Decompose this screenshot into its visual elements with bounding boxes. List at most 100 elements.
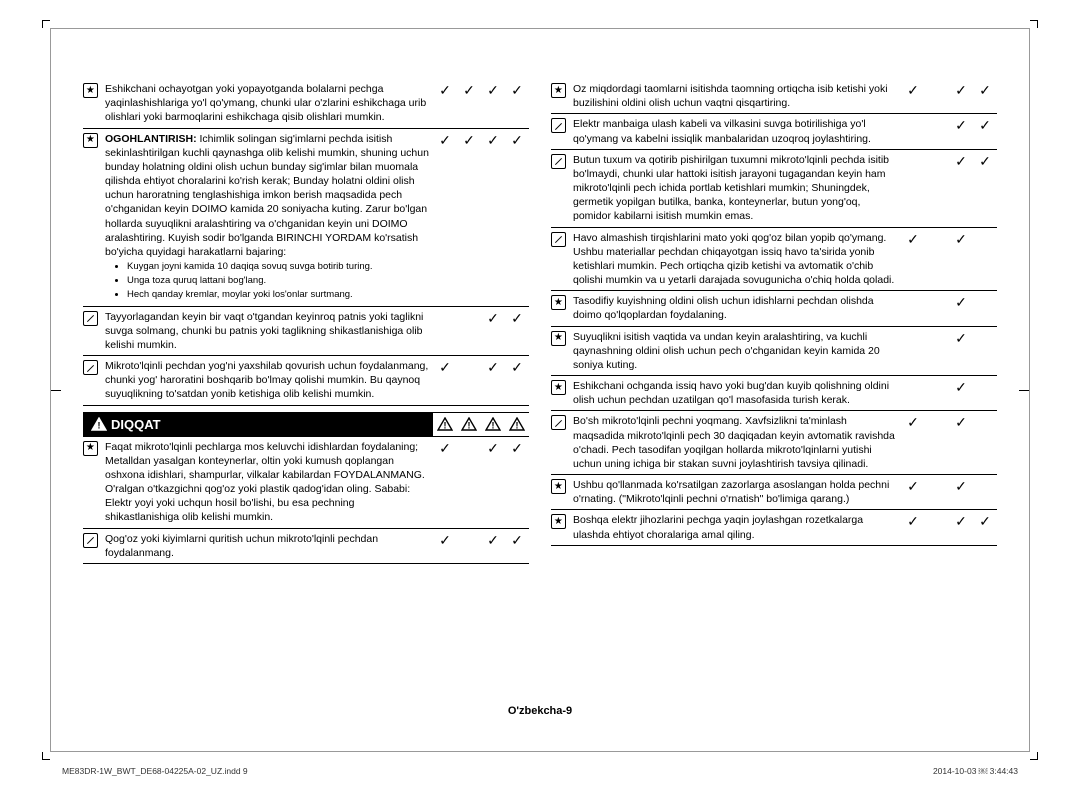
check-cell: ✓: [949, 478, 973, 493]
check-cell: ✓: [457, 82, 481, 97]
warning-icon: !: [505, 417, 529, 431]
footer-meta: ME83DR-1W_BWT_DE68-04225A-02_UZ.indd 9 2…: [62, 766, 1018, 776]
star-icon: [551, 479, 566, 494]
check-cell: [973, 231, 997, 246]
check-cell: [901, 294, 925, 309]
instruction-row: Suyuqlikni isitish vaqtida va undan keyi…: [551, 327, 997, 377]
page-number: O'zbekcha-9: [83, 705, 997, 717]
check-group: ✓✓: [901, 231, 997, 246]
check-cell: ✓: [457, 132, 481, 147]
check-group: ✓✓✓: [901, 513, 997, 528]
footer-time: 2014-10-03 ￼ 3:44:43: [933, 766, 1018, 776]
star-icon: [551, 331, 566, 346]
check-cell: ✓: [949, 231, 973, 246]
instruction-row: Mikroto'lqinli pechdan yog'ni yaxshilab …: [83, 356, 529, 406]
check-cell: [901, 117, 925, 132]
instruction-row: Tayyorlagandan keyin bir vaqt o'tgandan …: [83, 307, 529, 357]
instruction-row: Faqat mikroto'lqinli pechlarga mos keluv…: [83, 437, 529, 529]
warning-icon: !: [457, 417, 481, 431]
instruction-text: Mikroto'lqinli pechdan yog'ni yaxshilab …: [103, 359, 433, 402]
check-cell: ✓: [481, 82, 505, 97]
check-group: ✓: [901, 330, 997, 345]
check-cell: ✓: [901, 231, 925, 246]
caution-header: !DIQQAT!!!!: [83, 412, 529, 437]
check-cell: [925, 82, 949, 97]
check-cell: ✓: [433, 359, 457, 374]
footer-file: ME83DR-1W_BWT_DE68-04225A-02_UZ.indd 9: [62, 766, 248, 776]
check-group: ✓✓: [433, 310, 529, 325]
warning-icon: !: [481, 417, 505, 431]
check-cell: ✓: [949, 513, 973, 528]
instruction-text: Elektr manbaiga ulash kabeli va vilkasin…: [571, 117, 901, 145]
prohibit-icon: [83, 533, 98, 548]
star-icon: [551, 514, 566, 529]
check-cell: [973, 294, 997, 309]
instruction-row: Tasodifiy kuyishning oldini olish uchun …: [551, 291, 997, 326]
check-cell: ✓: [481, 310, 505, 325]
instruction-row: Havo almashish tirqishlarini mato yoki q…: [551, 228, 997, 292]
instruction-row: Eshikchani ochayotgan yoki yopayotganda …: [83, 79, 529, 129]
check-cell: [973, 414, 997, 429]
check-cell: ✓: [505, 532, 529, 547]
check-cell: ✓: [949, 379, 973, 394]
check-cell: ✓: [433, 132, 457, 147]
check-cell: [457, 359, 481, 374]
check-cell: [457, 532, 481, 547]
prohibit-icon: [83, 360, 98, 375]
check-cell: [433, 310, 457, 325]
check-group: ✓✓✓✓: [433, 82, 529, 97]
instruction-row: Boshqa elektr jihozlarini pechga yaqin j…: [551, 510, 997, 545]
check-group: ✓: [901, 294, 997, 309]
prohibit-icon: [551, 415, 566, 430]
check-cell: [925, 513, 949, 528]
star-icon: [551, 295, 566, 310]
instruction-row: OGOHLANTIRISH: Ichimlik solingan sig'iml…: [83, 129, 529, 307]
instruction-row: Eshikchani ochganda issiq havo yoki bug'…: [551, 376, 997, 411]
instruction-text: Boshqa elektr jihozlarini pechga yaqin j…: [571, 513, 901, 541]
check-cell: [925, 153, 949, 168]
check-cell: ✓: [505, 359, 529, 374]
instruction-row: Elektr manbaiga ulash kabeli va vilkasin…: [551, 114, 997, 149]
left-column: Eshikchani ochayotgan yoki yopayotganda …: [83, 79, 529, 691]
check-cell: ✓: [901, 513, 925, 528]
check-cell: ✓: [433, 440, 457, 455]
instruction-row: Oz miqdordagi taomlarni isitishda taomni…: [551, 79, 997, 114]
check-cell: [973, 478, 997, 493]
instruction-text: Suyuqlikni isitish vaqtida va undan keyi…: [571, 330, 901, 373]
check-cell: ✓: [949, 82, 973, 97]
prohibit-icon: [551, 118, 566, 133]
check-cell: ✓: [949, 294, 973, 309]
instruction-text: Eshikchani ochayotgan yoki yopayotganda …: [103, 82, 433, 125]
check-cell: ✓: [505, 132, 529, 147]
check-cell: ✓: [949, 414, 973, 429]
caution-title: !DIQQAT: [83, 413, 433, 436]
check-cell: ✓: [481, 132, 505, 147]
right-column: Oz miqdordagi taomlarni isitishda taomni…: [551, 79, 997, 691]
instruction-row: Bo'sh mikroto'lqinli pechni yoqmang. Xav…: [551, 411, 997, 475]
check-cell: ✓: [901, 414, 925, 429]
instruction-text: OGOHLANTIRISH: Ichimlik solingan sig'iml…: [103, 132, 433, 303]
check-group: ✓✓✓✓: [433, 132, 529, 147]
instruction-text: Ushbu qo'llanmada ko'rsatilgan zazorlarg…: [571, 478, 901, 506]
check-cell: ✓: [949, 117, 973, 132]
check-cell: ✓: [481, 440, 505, 455]
reg-mark-left: [51, 390, 61, 391]
check-group: ✓✓: [901, 414, 997, 429]
instruction-text: Havo almashish tirqishlarini mato yoki q…: [571, 231, 901, 288]
check-group: ✓✓✓: [433, 440, 529, 455]
check-cell: [973, 379, 997, 394]
instruction-text: Butun tuxum va qotirib pishirilgan tuxum…: [571, 153, 901, 224]
instruction-row: Butun tuxum va qotirib pishirilgan tuxum…: [551, 150, 997, 228]
svg-text:!: !: [468, 421, 471, 431]
svg-text:!: !: [516, 421, 519, 431]
star-icon: [83, 133, 98, 148]
star-icon: [83, 441, 98, 456]
check-cell: ✓: [973, 117, 997, 132]
check-cell: [925, 231, 949, 246]
instruction-text: Oz miqdordagi taomlarni isitishda taomni…: [571, 82, 901, 110]
check-cell: [925, 294, 949, 309]
check-cell: [925, 117, 949, 132]
reg-mark-right: [1019, 390, 1029, 391]
check-group: ✓✓: [901, 117, 997, 132]
instruction-text: Faqat mikroto'lqinli pechlarga mos keluv…: [103, 440, 433, 525]
